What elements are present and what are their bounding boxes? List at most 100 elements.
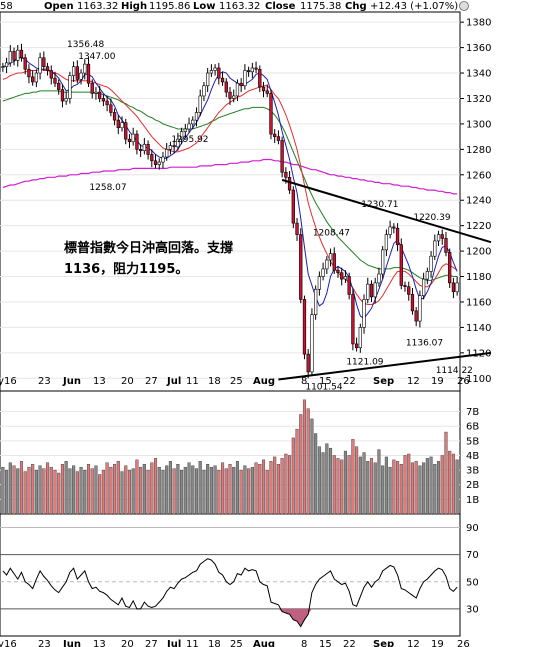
candle	[399, 244, 403, 286]
x-tick-label: Sep	[373, 376, 394, 387]
candle	[31, 76, 35, 83]
volume-bar	[191, 465, 195, 515]
volume-bar	[23, 471, 27, 515]
candle	[310, 314, 314, 373]
candle	[302, 299, 307, 355]
candle	[135, 133, 139, 150]
x-tick-label: 25	[230, 376, 243, 387]
open-label: Open	[44, 1, 74, 12]
candle	[291, 189, 295, 224]
volume-bar	[347, 455, 351, 515]
x-tick-label: 16	[4, 639, 17, 647]
x-tick-label: 18	[208, 639, 221, 647]
candle	[388, 226, 392, 235]
candle	[429, 255, 433, 272]
candle	[161, 156, 165, 163]
volume-bar	[135, 459, 139, 515]
candle	[232, 95, 236, 99]
candle	[34, 72, 39, 83]
candle	[79, 72, 83, 80]
volume-bar	[235, 461, 239, 515]
volume-bar	[1, 466, 5, 515]
price-tick-label: 1180	[466, 272, 491, 283]
rsi-tick-label: 90	[466, 523, 479, 534]
candle	[68, 75, 72, 99]
price-tick-label: 1160	[466, 297, 491, 308]
volume-bar	[381, 465, 385, 515]
candle	[269, 93, 273, 135]
volume-bar	[451, 453, 455, 515]
volume-bar	[317, 446, 321, 515]
volume-bar	[358, 456, 362, 515]
volume-bar	[295, 428, 299, 515]
candle	[19, 49, 24, 59]
candle	[176, 138, 180, 148]
volume-tick-label: 4B	[466, 451, 479, 462]
price-tick-label: 1280	[466, 145, 491, 156]
volume-bar	[27, 466, 31, 515]
candle	[414, 310, 418, 322]
price-annotation: 1347.00	[78, 52, 115, 62]
candle	[332, 253, 336, 271]
ma-short-line	[2, 57, 458, 320]
volume-bar	[403, 455, 407, 515]
volume-bar	[101, 469, 105, 515]
candle	[246, 70, 251, 73]
volume-tick-label: 7B	[466, 407, 479, 418]
volume-bar	[176, 464, 180, 515]
candle	[71, 66, 76, 76]
candle	[336, 269, 340, 274]
price-annotation: 1295.92	[171, 135, 208, 145]
candle	[191, 119, 195, 125]
candle	[410, 294, 415, 312]
volume-bar	[153, 458, 158, 515]
volume-bar	[34, 469, 38, 515]
candle	[49, 70, 53, 79]
volume-bar	[306, 408, 310, 515]
candle	[250, 67, 254, 73]
x-tick-label: 8	[301, 376, 307, 387]
candle	[64, 98, 68, 102]
candle	[243, 70, 247, 87]
candle	[98, 91, 102, 99]
volume-bar	[139, 466, 143, 515]
candle	[455, 282, 459, 293]
x-tick-label: Jul	[166, 639, 181, 647]
candle	[444, 238, 448, 253]
candle	[306, 353, 310, 373]
volume-bar	[12, 465, 16, 515]
chart-settings-icon[interactable]	[459, 1, 469, 11]
volume-bar	[410, 462, 414, 515]
candle	[403, 285, 407, 288]
volume-bar	[221, 462, 225, 515]
low-value: 1163.32	[219, 1, 260, 12]
candle	[172, 145, 176, 148]
volume-bar	[399, 464, 403, 515]
candle	[373, 282, 377, 298]
volume-bar	[8, 462, 12, 515]
candle	[451, 282, 456, 293]
volume-bar	[250, 466, 254, 515]
price-tick-label: 1300	[466, 119, 491, 130]
candle	[217, 67, 221, 79]
volume-bar	[436, 461, 441, 515]
x-tick-label: 11	[186, 639, 199, 647]
volume-bar	[150, 462, 154, 515]
candle	[142, 143, 146, 151]
candle	[295, 222, 299, 235]
volume-tick-label: 1B	[466, 495, 479, 506]
volume-bar	[247, 468, 251, 515]
price-annotation: 1114.22	[436, 366, 473, 376]
volume-bar	[113, 464, 117, 515]
candle	[187, 123, 191, 130]
candle	[317, 276, 322, 290]
volume-bar	[120, 471, 124, 515]
volume-bar	[98, 474, 102, 515]
volume-bar	[243, 465, 247, 515]
candle	[4, 62, 9, 67]
volume-bar	[194, 468, 199, 515]
volume-bar	[19, 461, 24, 515]
volume-bar	[269, 461, 273, 515]
close-label: Close	[265, 1, 296, 12]
